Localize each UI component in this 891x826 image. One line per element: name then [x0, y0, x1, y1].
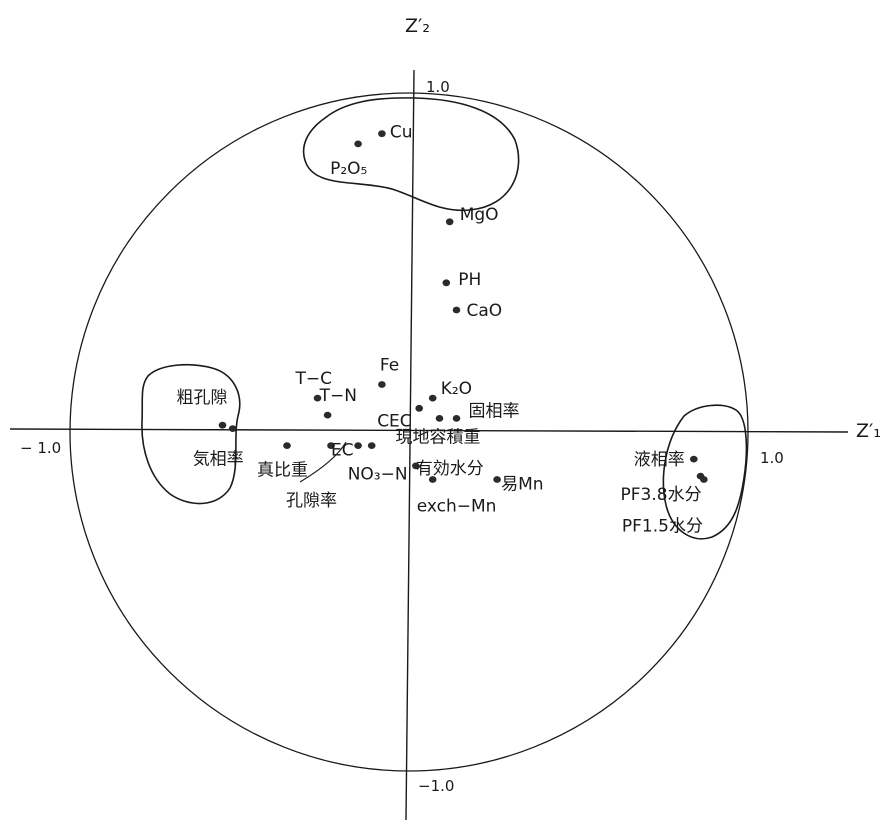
point-label: CEC — [377, 411, 411, 431]
point-label: Fe — [380, 356, 399, 376]
scatter-point — [378, 381, 386, 388]
scatter-point — [415, 404, 424, 412]
cluster-outline-top — [302, 97, 520, 212]
point-label: 気相率 — [193, 450, 244, 470]
point-label: PF3.8水分 — [621, 485, 702, 505]
scatter-point — [354, 140, 362, 148]
cluster-outline-left — [141, 363, 241, 505]
point-label: 粗孔隙 — [177, 388, 228, 408]
scatter-point — [218, 421, 227, 429]
scatter-point — [493, 476, 501, 483]
point-label: MgO — [460, 205, 499, 225]
point-label: T−C — [295, 369, 333, 389]
point-label: exch−Mn — [417, 497, 497, 517]
x-axis-line — [9, 428, 849, 433]
scatter-point — [442, 279, 451, 287]
scatter-point — [354, 442, 362, 449]
scatter-point — [323, 411, 332, 419]
scatter-point — [412, 462, 420, 470]
x-max-tick-label: 1.0 — [760, 449, 784, 467]
point-label: P₂O₅ — [330, 159, 367, 179]
x-min-tick-label: − 1.0 — [20, 439, 61, 457]
labels-layer: Cu P₂O₅ MgO PH CaO Fe T−CT−N K₂O CEC 固相率 EC 現地容積重 粗孔… — [177, 123, 703, 537]
point-label: PF1.5水分 — [622, 517, 703, 537]
scatter-point — [313, 394, 322, 402]
scatter-point — [428, 394, 437, 402]
leader-line — [299, 441, 347, 483]
point-label: EC — [331, 441, 354, 461]
y-axis-line — [405, 69, 415, 821]
scatter-point — [327, 442, 335, 449]
scatter-point — [690, 455, 698, 463]
point-label: T−N — [319, 386, 357, 406]
scatter-point — [445, 218, 454, 226]
point-label: CaO — [467, 301, 503, 321]
point-label: 易Mn — [501, 475, 543, 495]
point-label: 現地容積重 — [396, 427, 481, 447]
point-label: NO₃−N — [348, 465, 408, 485]
scatter-point — [428, 476, 437, 483]
scatter-point — [228, 425, 237, 432]
y-max-tick-label: 1.0 — [426, 78, 450, 96]
scatter-point — [435, 415, 444, 422]
annotation-label: 孔隙率 — [286, 491, 337, 511]
point-label: Cu — [390, 123, 413, 143]
x-axis-title: Z′₁ — [856, 420, 881, 442]
point-label: K₂O — [441, 379, 472, 399]
point-label: 液相率 — [634, 450, 685, 470]
point-label: 固相率 — [469, 401, 520, 421]
scatter-point — [452, 306, 461, 314]
y-min-tick-label: −1.0 — [418, 777, 454, 795]
point-label: PH — [458, 270, 481, 290]
scatter-point — [378, 130, 386, 138]
scatter-point — [452, 415, 461, 422]
cluster-outline-right — [662, 404, 748, 540]
point-label: 真比重 — [257, 461, 308, 481]
y-axis-title: Z′₂ — [405, 15, 430, 37]
scatter-point — [700, 476, 708, 483]
scatter-point — [367, 442, 376, 449]
point-label: 有効水分 — [416, 459, 484, 479]
scatter-point — [283, 442, 291, 449]
points-layer — [218, 130, 708, 483]
